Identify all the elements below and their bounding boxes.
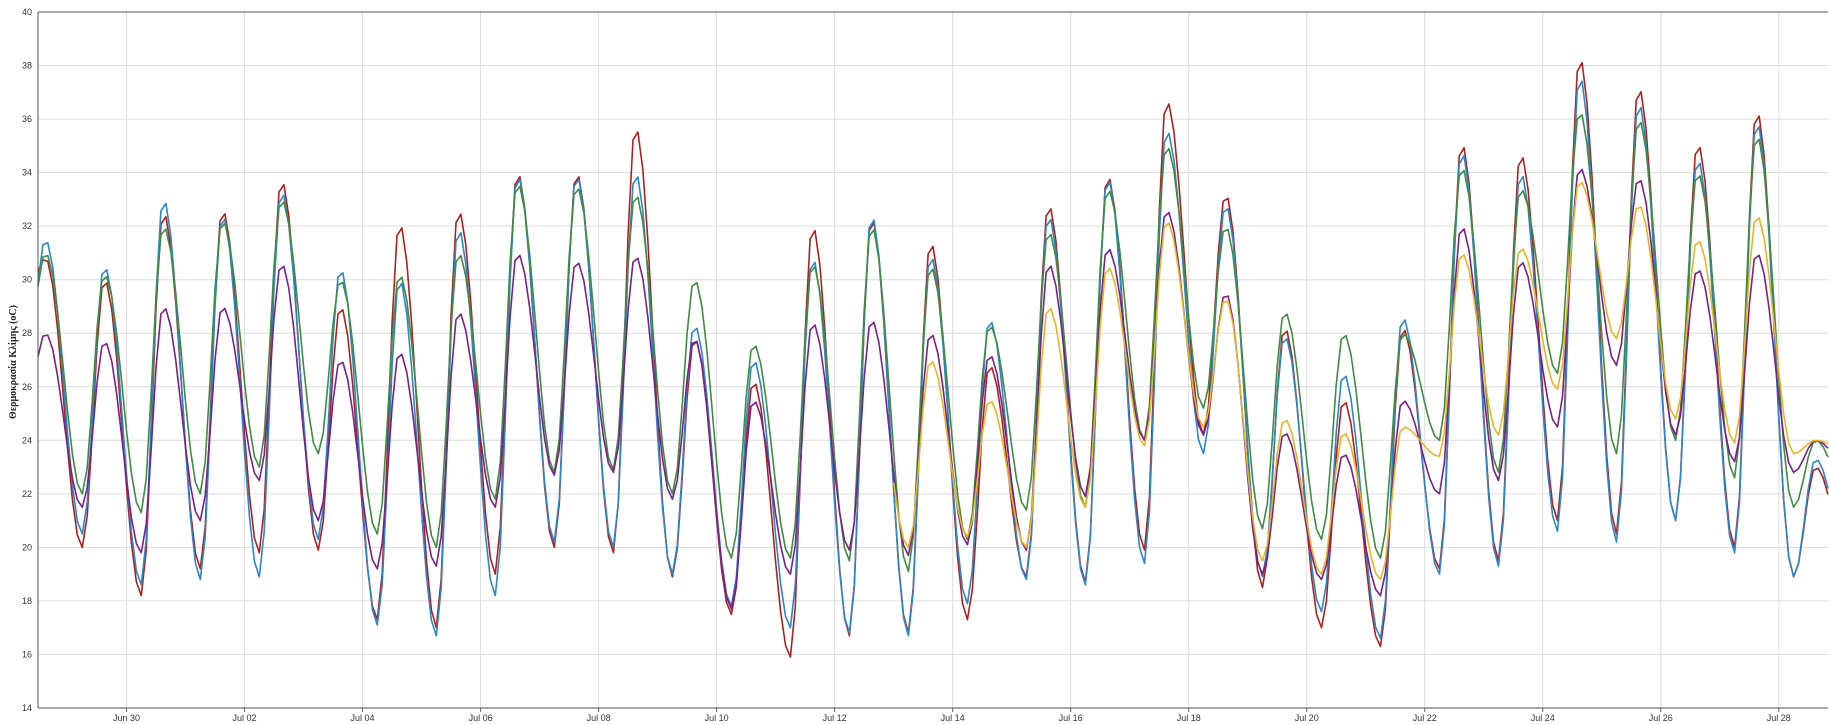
y-tick-label: 36 (22, 114, 32, 124)
y-tick-label: 24 (22, 435, 32, 445)
y-axis-label: Θερμοκρασία Κλίμης (oC) (8, 305, 19, 419)
axes (37, 11, 1828, 712)
y-tick-label: 14 (22, 703, 32, 713)
y-tick-label: 28 (22, 328, 32, 338)
series-line-3 (37, 114, 1829, 573)
y-tick-label: 30 (22, 275, 32, 285)
x-tick-label: Jul 16 (1059, 713, 1083, 723)
x-tick-label: Jul 02 (233, 713, 257, 723)
x-tick-label: Jul 12 (823, 713, 847, 723)
y-tick-label: 34 (22, 168, 32, 178)
y-tick-label: 20 (22, 542, 32, 552)
x-tick-label: Jun 30 (113, 713, 140, 723)
y-tick-label: 16 (22, 649, 32, 659)
x-tick-label: Jul 14 (941, 713, 965, 723)
tick-labels: 14 16 18 20 22 24 26 28 30 32 34 36 38 40 Jun 30 Jul 02… (22, 7, 1791, 723)
series-line-1 (37, 61, 1829, 658)
series-line-4 (37, 168, 1829, 610)
x-tick-label: Jul 08 (587, 713, 611, 723)
y-tick-label: 18 (22, 596, 32, 606)
series-line-5 (892, 181, 1829, 581)
x-tick-label: Jul 26 (1649, 713, 1673, 723)
y-tick-label: 32 (22, 221, 32, 231)
x-tick-label: Jul 20 (1295, 713, 1319, 723)
y-tick-label: 26 (22, 382, 32, 392)
x-tick-label: Jul 28 (1767, 713, 1791, 723)
x-tick-label: Jul 04 (351, 713, 375, 723)
x-tick-label: Jul 18 (1177, 713, 1201, 723)
y-tick-label: 22 (22, 489, 32, 499)
x-tick-label: Jul 06 (469, 713, 493, 723)
y-tick-label: 38 (22, 61, 32, 71)
series-lines (37, 61, 1829, 658)
x-tick-label: Jul 24 (1531, 713, 1555, 723)
y-tick-label: 40 (22, 7, 32, 17)
x-tick-label: Jul 10 (705, 713, 729, 723)
x-tick-label: Jul 22 (1413, 713, 1437, 723)
